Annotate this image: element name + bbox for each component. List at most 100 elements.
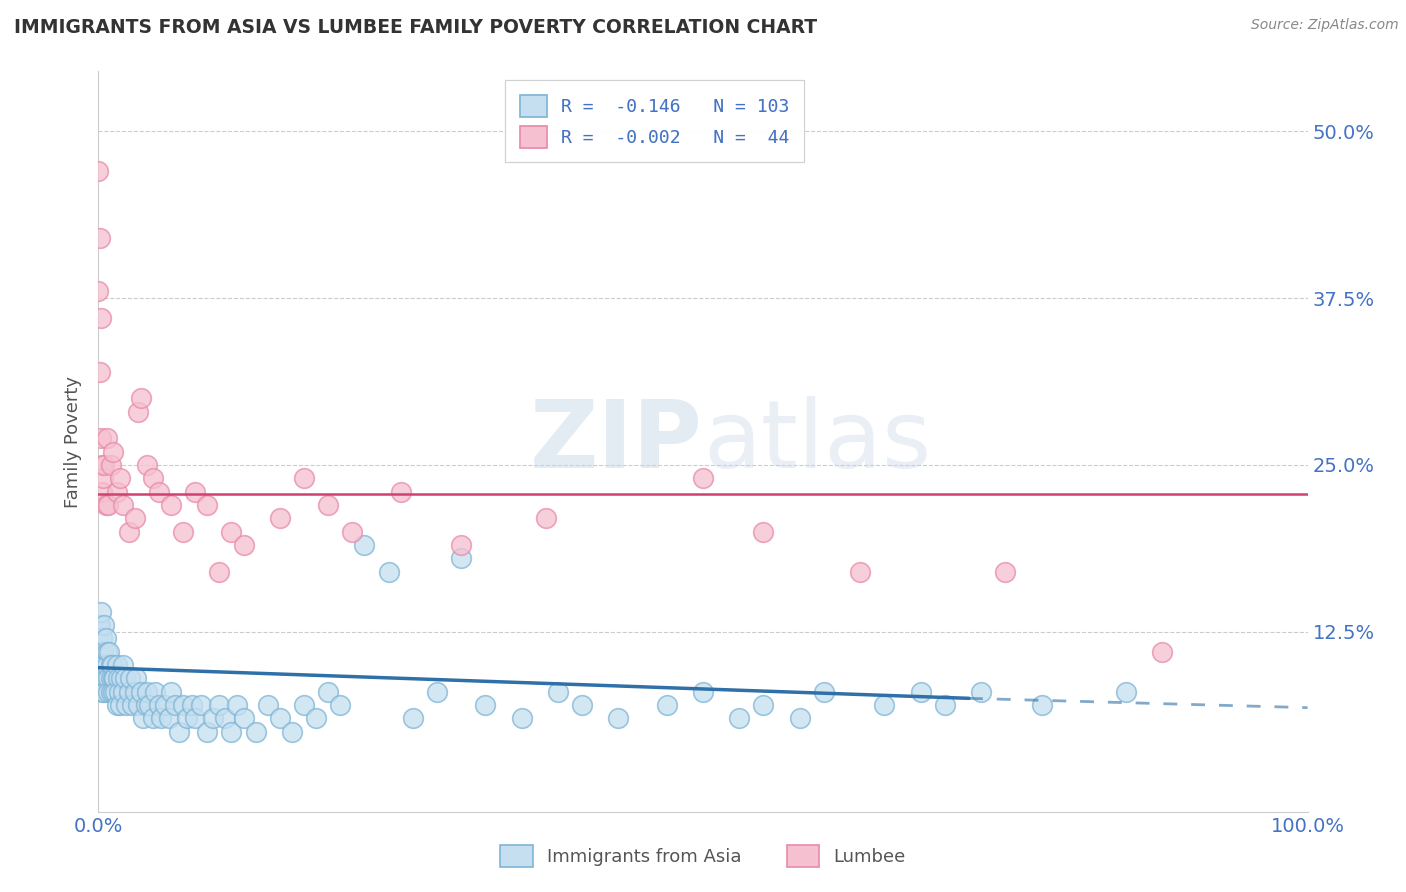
Point (934, 698, 956, 712)
Point (142, 711, 165, 725)
Point (104, 684, 127, 698)
Point (316, 498, 339, 512)
Point (111, 498, 134, 512)
Point (752, 524, 775, 539)
Point (184, 484, 207, 499)
Point (281, 724, 304, 739)
Point (305, 711, 328, 725)
Point (127, 698, 149, 712)
Point (269, 511, 291, 525)
Point (292, 471, 315, 485)
Point (96, 657, 118, 672)
Legend: Immigrants from Asia, Lumbee: Immigrants from Asia, Lumbee (494, 838, 912, 874)
Point (93, 684, 115, 698)
Point (90, 431, 112, 445)
Point (510, 711, 533, 725)
Point (474, 698, 496, 712)
Point (342, 524, 364, 539)
Point (389, 484, 412, 499)
Point (148, 484, 170, 499)
Point (153, 698, 176, 712)
Point (103, 671, 125, 685)
Point (221, 724, 243, 739)
Point (138, 698, 160, 712)
Point (135, 458, 157, 472)
Point (97, 684, 120, 698)
Point (124, 511, 146, 525)
Point (970, 684, 993, 698)
Point (87, 618, 110, 632)
Point (89, 231, 111, 245)
Point (91, 632, 114, 646)
Point (94, 671, 117, 685)
Point (813, 684, 835, 698)
Point (208, 565, 231, 579)
Point (190, 698, 212, 712)
Point (89, 645, 111, 659)
Point (91, 684, 114, 698)
Point (108, 698, 131, 712)
Text: IMMIGRANTS FROM ASIA VS LUMBEE FAMILY POVERTY CORRELATION CHART: IMMIGRANTS FROM ASIA VS LUMBEE FAMILY PO… (14, 18, 817, 37)
Legend: R =  -0.146   N = 103, R =  -0.002   N =  44: R = -0.146 N = 103, R = -0.002 N = 44 (505, 80, 804, 162)
Point (148, 698, 170, 712)
Point (118, 524, 141, 539)
Point (172, 524, 194, 539)
Point (90, 645, 112, 659)
Point (100, 684, 122, 698)
Point (93, 657, 115, 672)
Point (426, 684, 449, 698)
Point (87, 632, 110, 646)
Point (97, 671, 120, 685)
Text: Source: ZipAtlas.com: Source: ZipAtlas.com (1251, 18, 1399, 32)
Point (129, 391, 152, 405)
Point (1152, 645, 1174, 659)
Point (292, 698, 315, 712)
Point (353, 538, 375, 552)
Point (89, 364, 111, 378)
Point (124, 684, 146, 698)
Point (172, 698, 194, 712)
Point (142, 471, 165, 485)
Point (849, 565, 872, 579)
Point (110, 671, 132, 685)
Point (111, 657, 134, 672)
Point (450, 538, 472, 552)
Point (789, 711, 811, 725)
Point (129, 684, 152, 698)
Point (256, 698, 278, 712)
Point (108, 684, 131, 698)
Point (226, 698, 249, 712)
Point (143, 684, 166, 698)
Point (101, 684, 124, 698)
Point (132, 711, 155, 725)
Point (232, 538, 254, 552)
Point (571, 698, 593, 712)
Point (402, 711, 425, 725)
Point (245, 724, 267, 739)
Point (208, 698, 231, 712)
Text: ZIP: ZIP (530, 395, 703, 488)
Point (377, 565, 399, 579)
Point (97, 498, 120, 512)
Point (752, 698, 775, 712)
Point (105, 484, 128, 499)
Point (91, 671, 114, 685)
Point (202, 711, 225, 725)
Point (111, 684, 134, 698)
Point (195, 724, 218, 739)
Point (195, 498, 218, 512)
Point (728, 711, 751, 725)
Point (87, 285, 110, 299)
Point (108, 471, 131, 485)
Point (93, 458, 115, 472)
Point (105, 657, 128, 672)
Point (269, 711, 291, 725)
Point (994, 565, 1017, 579)
Point (135, 698, 157, 712)
Point (127, 404, 149, 418)
Text: atlas: atlas (703, 395, 931, 488)
Point (135, 684, 157, 698)
Point (91, 471, 114, 485)
Point (157, 711, 180, 725)
Point (160, 498, 183, 512)
